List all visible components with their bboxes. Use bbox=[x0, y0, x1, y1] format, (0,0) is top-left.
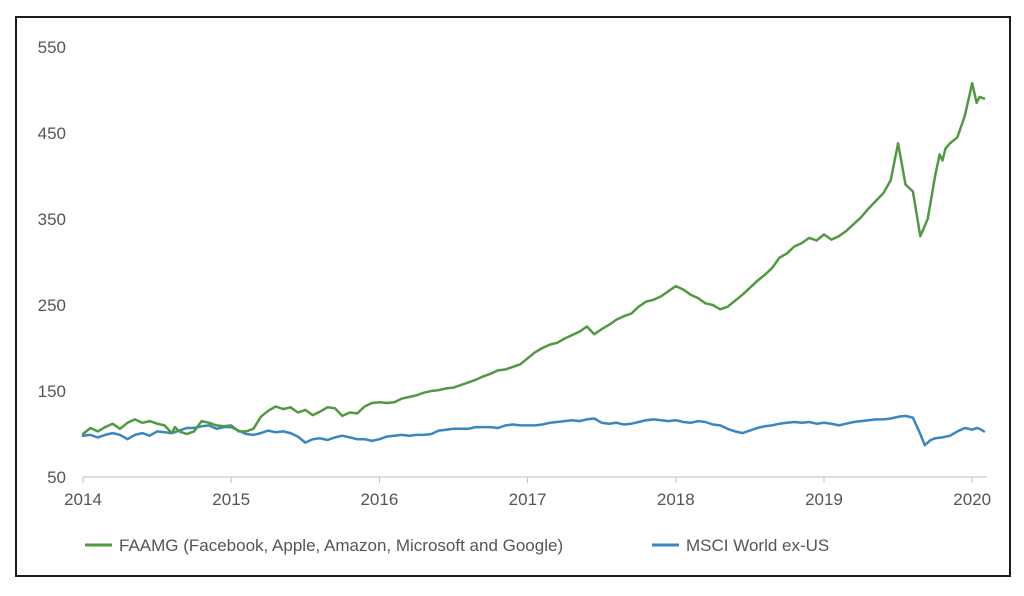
x-tick-label: 2018 bbox=[657, 490, 695, 509]
legend-label: MSCI World ex-US bbox=[686, 536, 829, 555]
y-tick-label: 150 bbox=[38, 382, 66, 401]
series-lines bbox=[81, 81, 986, 447]
y-axis-ticks: 50 150 250 350 450 550 bbox=[38, 38, 66, 487]
legend-label: FAAMG (Facebook, Apple, Amazon, Microsof… bbox=[119, 536, 563, 555]
y-tick-label: 450 bbox=[38, 124, 66, 143]
series-line-0 bbox=[81, 81, 986, 436]
x-tick-label: 2016 bbox=[360, 490, 398, 509]
y-tick-label: 350 bbox=[38, 210, 66, 229]
x-tick-label: 2017 bbox=[509, 490, 547, 509]
x-tick-label: 2014 bbox=[64, 490, 102, 509]
y-tick-label: 250 bbox=[38, 296, 66, 315]
y-tick-label: 550 bbox=[38, 38, 66, 57]
x-tick-label: 2015 bbox=[212, 490, 250, 509]
y-tick-label: 50 bbox=[47, 468, 66, 487]
series-line-1 bbox=[81, 414, 986, 447]
chart-frame bbox=[15, 16, 1011, 577]
legend: FAAMG (Facebook, Apple, Amazon, Microsof… bbox=[85, 536, 829, 555]
x-tick-label: 2020 bbox=[953, 490, 991, 509]
x-tick-label: 2019 bbox=[805, 490, 843, 509]
x-axis-ticks: 2014 2015 2016 2017 2018 2019 2020 bbox=[64, 477, 991, 509]
